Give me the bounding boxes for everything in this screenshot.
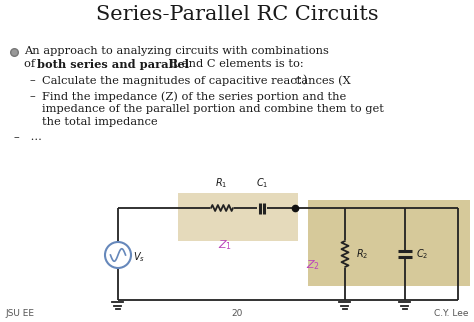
Text: C.Y. Lee: C.Y. Lee bbox=[435, 309, 469, 318]
Bar bbox=[308, 200, 470, 286]
Text: R and C elements is to:: R and C elements is to: bbox=[166, 59, 304, 69]
Text: both series and parallel: both series and parallel bbox=[37, 59, 189, 70]
Text: C: C bbox=[295, 77, 301, 86]
Text: $R_2$: $R_2$ bbox=[356, 247, 368, 261]
Text: 20: 20 bbox=[231, 309, 243, 318]
Text: –   …: – … bbox=[14, 132, 42, 142]
Text: impedance of the parallel portion and combine them to get: impedance of the parallel portion and co… bbox=[42, 104, 384, 114]
Text: Find the impedance (Z) of the series portion and the: Find the impedance (Z) of the series por… bbox=[42, 91, 346, 101]
Text: $V_s$: $V_s$ bbox=[133, 250, 145, 264]
Text: $Z_2$: $Z_2$ bbox=[306, 258, 320, 272]
Text: $R_1$: $R_1$ bbox=[215, 176, 227, 190]
Text: $C_1$: $C_1$ bbox=[256, 176, 268, 190]
Text: $Z_1$: $Z_1$ bbox=[218, 238, 232, 252]
Text: An approach to analyzing circuits with combinations: An approach to analyzing circuits with c… bbox=[24, 46, 329, 56]
Text: Series-Parallel RC Circuits: Series-Parallel RC Circuits bbox=[96, 5, 378, 24]
Bar bbox=[178, 193, 298, 241]
Text: JSU EE: JSU EE bbox=[5, 309, 34, 318]
Text: –: – bbox=[30, 75, 36, 85]
Text: Calculate the magnitudes of capacitive reactances (X: Calculate the magnitudes of capacitive r… bbox=[42, 75, 351, 86]
Text: ): ) bbox=[302, 75, 307, 85]
Text: of: of bbox=[24, 59, 39, 69]
Text: the total impedance: the total impedance bbox=[42, 117, 158, 127]
Text: $C_2$: $C_2$ bbox=[416, 247, 428, 261]
Text: –: – bbox=[30, 91, 36, 101]
